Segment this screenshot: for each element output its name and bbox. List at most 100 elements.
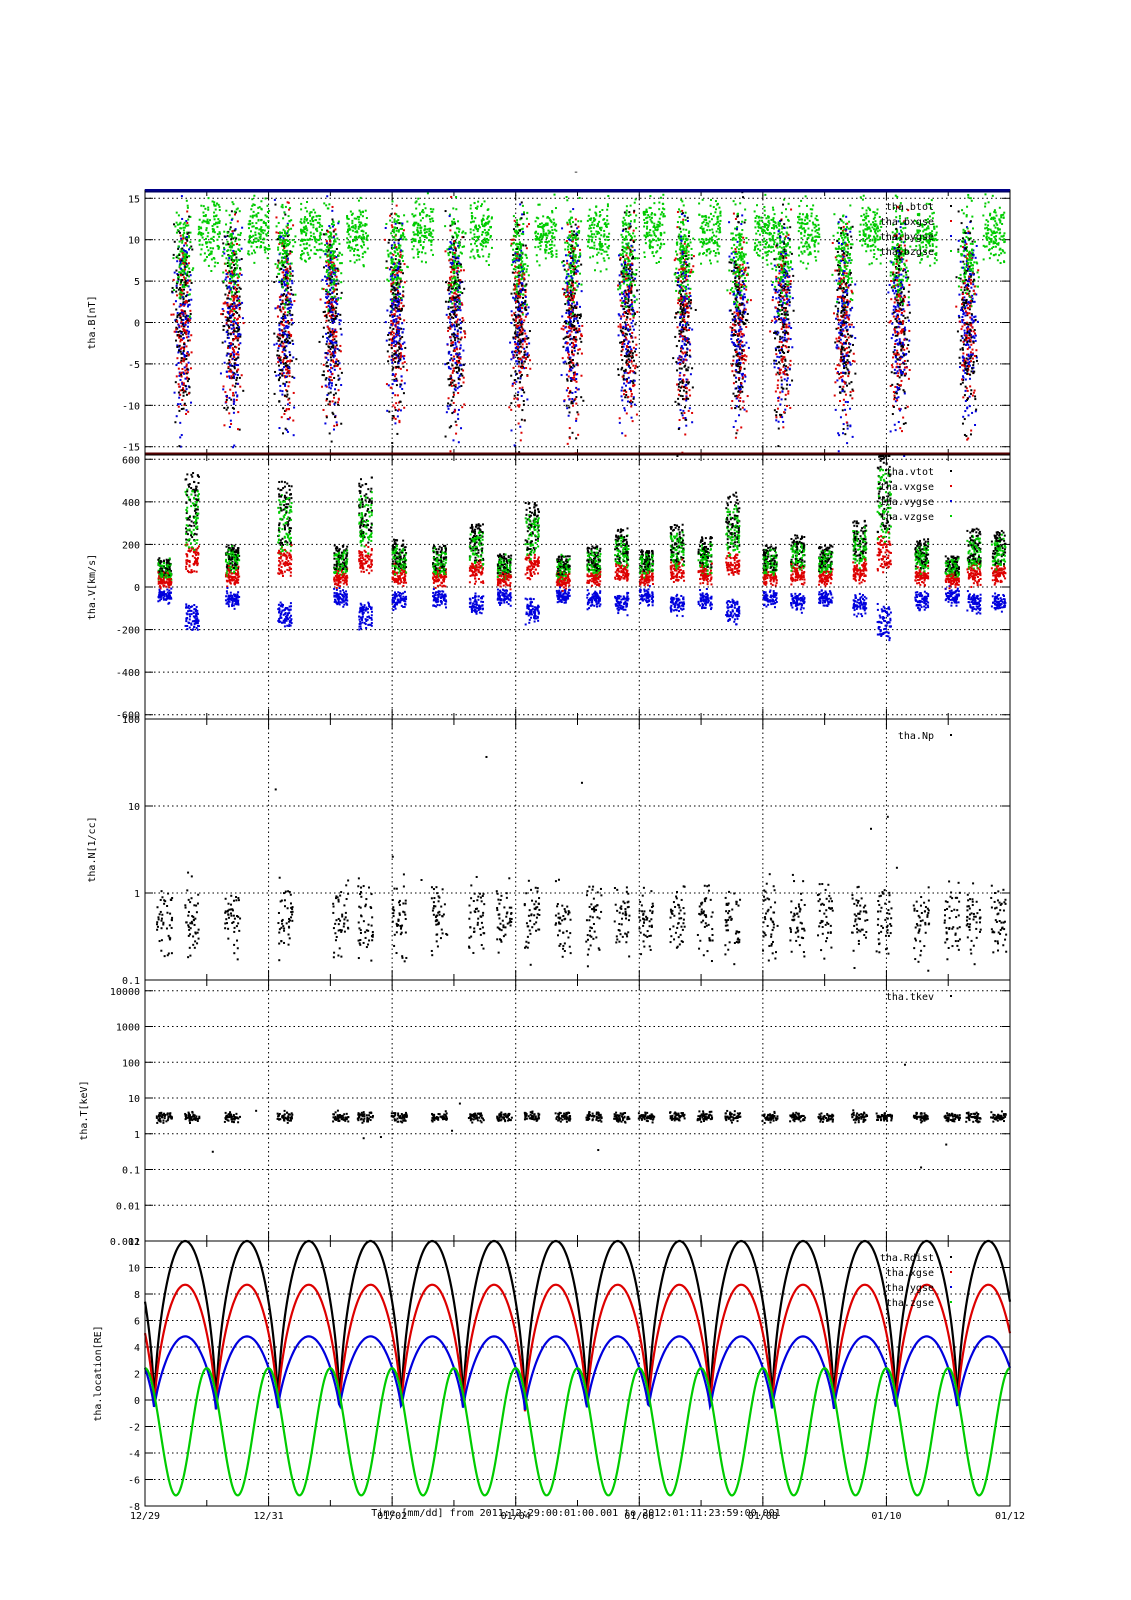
data-point (514, 299, 517, 302)
data-point (214, 261, 217, 264)
data-point (513, 381, 516, 384)
data-point (358, 223, 361, 226)
data-point (445, 313, 448, 316)
data-point (460, 266, 463, 269)
data-point (331, 400, 334, 403)
data-point (278, 305, 281, 308)
data-point (332, 332, 335, 335)
data-point (184, 331, 187, 334)
data-point (204, 258, 207, 261)
data-point (449, 336, 452, 339)
data-point (234, 269, 237, 272)
data-point (575, 377, 578, 380)
data-point (429, 231, 432, 234)
data-point (575, 327, 578, 330)
data-point (575, 396, 578, 399)
data-point (285, 233, 288, 236)
data-point (228, 370, 231, 373)
data-point (331, 321, 334, 324)
data-point (414, 222, 417, 225)
data-point (257, 212, 260, 215)
data-point (239, 303, 242, 306)
data-point (357, 199, 360, 202)
data-point (285, 258, 288, 261)
data-point (359, 213, 362, 216)
data-point (425, 215, 428, 218)
data-point (279, 384, 282, 387)
data-point (311, 217, 314, 220)
data-point (395, 306, 398, 309)
data-point (566, 301, 569, 304)
data-point (459, 331, 462, 334)
data-point (564, 294, 567, 297)
data-point (325, 415, 328, 418)
data-point (461, 303, 464, 306)
data-point (265, 224, 268, 227)
data-point (386, 266, 389, 269)
data-point (226, 319, 229, 322)
data-point (450, 195, 453, 198)
data-point (328, 350, 331, 353)
data-point (215, 202, 218, 205)
data-point (521, 409, 524, 412)
data-point (331, 328, 334, 331)
data-point (391, 298, 394, 301)
data-point (515, 324, 518, 327)
data-point (573, 292, 576, 295)
data-point (228, 412, 231, 415)
data-point (237, 322, 240, 325)
data-point (396, 293, 399, 296)
data-point (412, 238, 415, 241)
data-point (394, 233, 397, 236)
data-point (452, 309, 455, 312)
data-point (449, 325, 452, 328)
data-point (460, 302, 463, 305)
data-point (575, 344, 578, 347)
data-point (417, 241, 420, 244)
data-point (389, 251, 392, 254)
data-point (544, 222, 547, 225)
data-point (521, 329, 524, 332)
data-point (293, 300, 296, 303)
data-point (455, 299, 458, 302)
data-point (522, 230, 525, 233)
data-point (397, 262, 400, 265)
data-point (183, 310, 186, 313)
data-point (231, 259, 234, 262)
data-point (264, 251, 267, 254)
data-point (567, 356, 570, 359)
data-point (392, 267, 395, 270)
data-point (178, 344, 181, 347)
data-point (334, 300, 337, 303)
data-point (180, 259, 183, 262)
data-point (453, 292, 456, 295)
data-point (456, 413, 459, 416)
data-point (416, 229, 419, 232)
data-point (187, 236, 190, 239)
data-point (394, 238, 397, 241)
data-point (387, 253, 390, 256)
data-point (519, 339, 522, 342)
data-point (412, 231, 415, 234)
data-point (325, 248, 328, 251)
data-point (574, 281, 577, 284)
data-point (238, 347, 241, 350)
data-point (351, 222, 354, 225)
data-point (518, 371, 521, 374)
data-point (474, 217, 477, 220)
data-point (516, 219, 519, 222)
data-point (288, 301, 291, 304)
data-point (286, 252, 289, 255)
data-point (361, 240, 364, 243)
data-point (319, 231, 322, 234)
data-point (392, 301, 395, 304)
data-point (233, 283, 236, 286)
data-point (181, 257, 184, 260)
data-point (334, 270, 337, 273)
data-point (455, 233, 458, 236)
data-point (521, 289, 524, 292)
data-point (183, 304, 186, 307)
data-point (452, 355, 455, 358)
data-point (197, 228, 200, 231)
data-point (548, 217, 551, 220)
